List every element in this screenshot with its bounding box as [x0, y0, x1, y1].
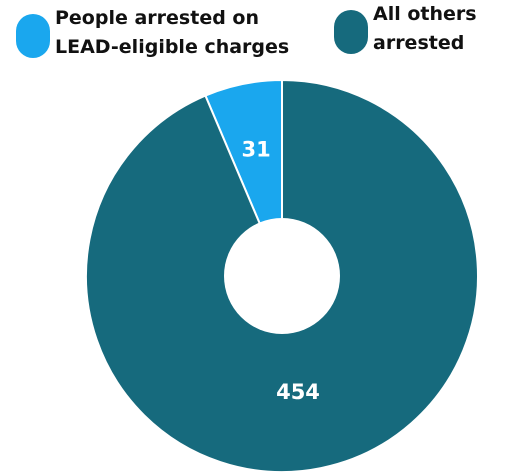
- slice-label-lead-eligible: 31: [241, 138, 270, 162]
- donut-hole: [224, 218, 340, 334]
- slice-label-all-others: 454: [276, 380, 320, 404]
